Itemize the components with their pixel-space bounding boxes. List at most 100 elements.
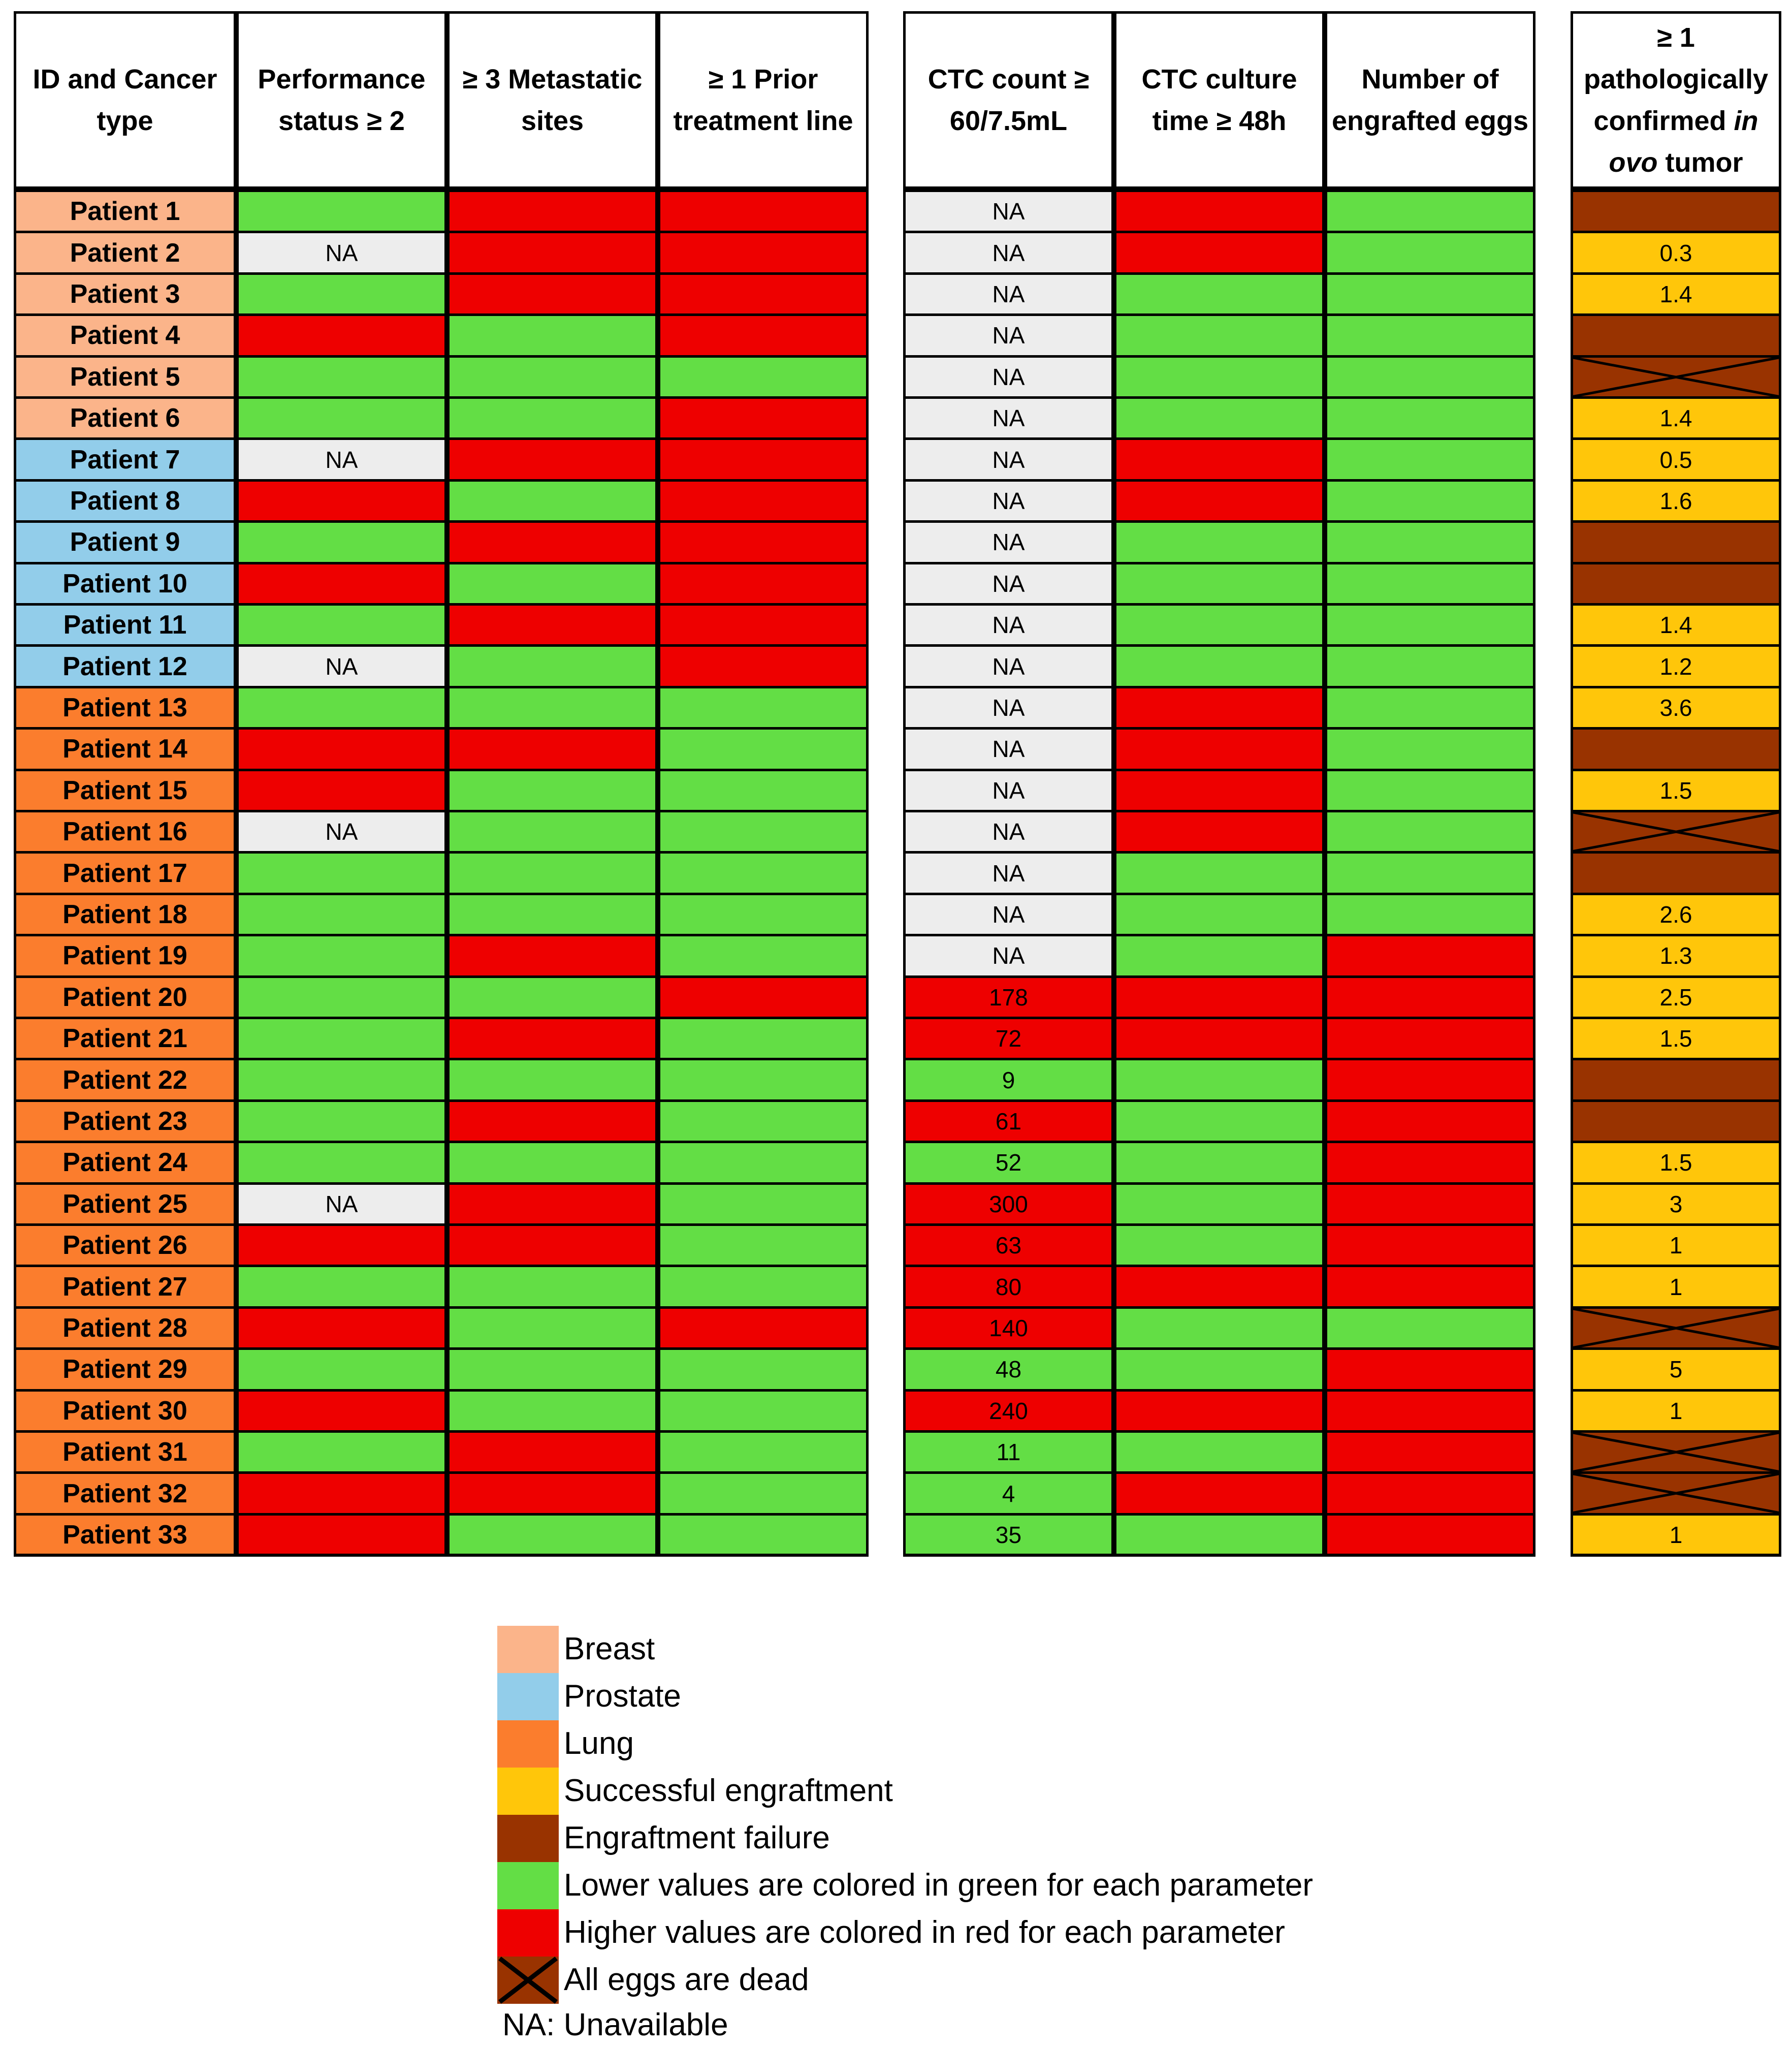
cell-eggs <box>1325 934 1535 978</box>
cell-prior <box>658 685 869 730</box>
cell-ctc: NA <box>903 768 1114 812</box>
cell-meta <box>447 520 658 564</box>
cell-tumor <box>1571 810 1781 854</box>
cell-eggs <box>1325 561 1535 606</box>
column-header-prior: ≥ 1 Prior treatment line <box>658 11 869 190</box>
cell-culture <box>1114 768 1325 812</box>
cell-culture <box>1114 1017 1325 1061</box>
patient-id-cell: Patient 20 <box>14 975 236 1019</box>
cell-meta <box>447 1017 658 1061</box>
cell-ps <box>236 396 447 440</box>
footnote-na: NA: Unavailable <box>502 2007 728 2042</box>
cell-ctc: NA <box>903 355 1114 399</box>
legend-swatch-red <box>497 1909 559 1957</box>
table-bottom-border-0 <box>14 1554 869 1557</box>
cell-tumor: 1.2 <box>1571 644 1781 688</box>
cell-ctc: 178 <box>903 975 1114 1019</box>
cell-eggs <box>1325 313 1535 358</box>
cell-meta <box>447 231 658 275</box>
cell-meta <box>447 1099 658 1144</box>
cell-tumor: 0.5 <box>1571 437 1781 482</box>
cell-meta <box>447 355 658 399</box>
patient-id-cell: Patient 22 <box>14 1058 236 1102</box>
cell-eggs <box>1325 1347 1535 1392</box>
cell-prior <box>658 603 869 647</box>
legend-label: All eggs are dead <box>564 1962 809 1997</box>
all-eggs-dead-mark <box>1573 1433 1779 1471</box>
cell-tumor <box>1571 313 1781 358</box>
cell-ps: NA <box>236 437 447 482</box>
cell-ps: NA <box>236 231 447 275</box>
cell-tumor: 1.5 <box>1571 1141 1781 1185</box>
table-bottom-border-2 <box>1571 1554 1781 1557</box>
all-eggs-dead-mark <box>1573 1474 1779 1513</box>
cell-ps <box>236 1265 447 1309</box>
patient-id-cell: Patient 15 <box>14 768 236 812</box>
cell-tumor: 0.3 <box>1571 231 1781 275</box>
legend-swatch-green <box>497 1862 559 1909</box>
legend-label: Breast <box>564 1631 655 1666</box>
cell-tumor <box>1571 561 1781 606</box>
cell-eggs <box>1325 768 1535 812</box>
cell-ctc: NA <box>903 396 1114 440</box>
patient-id-cell: Patient 12 <box>14 644 236 688</box>
cell-eggs <box>1325 644 1535 688</box>
cell-meta <box>447 1389 658 1433</box>
patient-id-cell: Patient 5 <box>14 355 236 399</box>
legend-swatch-dead <box>497 1957 559 2004</box>
patient-id-cell: Patient 27 <box>14 1265 236 1309</box>
patient-id-cell: Patient 26 <box>14 1223 236 1268</box>
cell-culture <box>1114 1389 1325 1433</box>
patient-id-cell: Patient 31 <box>14 1430 236 1474</box>
cell-culture <box>1114 685 1325 730</box>
patient-id-cell: Patient 7 <box>14 437 236 482</box>
cell-meta <box>447 892 658 937</box>
cell-prior <box>658 768 869 812</box>
cell-prior <box>658 520 869 564</box>
cell-tumor: 1 <box>1571 1513 1781 1557</box>
legend-swatch-success <box>497 1768 559 1815</box>
cell-tumor <box>1571 1306 1781 1350</box>
cell-prior <box>658 313 869 358</box>
cell-ctc: 63 <box>903 1223 1114 1268</box>
cell-tumor: 3 <box>1571 1182 1781 1226</box>
legend-swatch-Breast <box>497 1626 559 1673</box>
column-header-eggs: Number of engrafted eggs <box>1325 11 1535 190</box>
cell-prior <box>658 190 869 234</box>
cell-prior <box>658 1265 869 1309</box>
patient-id-cell: Patient 23 <box>14 1099 236 1144</box>
cell-meta <box>447 272 658 317</box>
cell-eggs <box>1325 1265 1535 1309</box>
cell-tumor: 3.6 <box>1571 685 1781 730</box>
cell-culture <box>1114 479 1325 523</box>
cell-tumor <box>1571 355 1781 399</box>
cell-ps <box>236 520 447 564</box>
cell-ctc: NA <box>903 479 1114 523</box>
cell-ps <box>236 1099 447 1144</box>
cell-culture <box>1114 313 1325 358</box>
cell-meta <box>447 1430 658 1474</box>
cell-eggs <box>1325 851 1535 895</box>
cell-culture <box>1114 520 1325 564</box>
cell-culture <box>1114 437 1325 482</box>
cell-culture <box>1114 934 1325 978</box>
cell-culture <box>1114 892 1325 937</box>
cell-culture <box>1114 561 1325 606</box>
cell-culture <box>1114 1347 1325 1392</box>
cell-culture <box>1114 1141 1325 1185</box>
cell-ps <box>236 603 447 647</box>
cell-prior <box>658 561 869 606</box>
cell-ps <box>236 1471 447 1516</box>
cell-ctc: 35 <box>903 1513 1114 1557</box>
cell-eggs <box>1325 1430 1535 1474</box>
cell-meta <box>447 396 658 440</box>
cell-tumor: 1.5 <box>1571 1017 1781 1061</box>
legend-swatch-failure <box>497 1815 559 1862</box>
cell-eggs <box>1325 1182 1535 1226</box>
cell-ps <box>236 479 447 523</box>
cell-meta <box>447 810 658 854</box>
patient-id-cell: Patient 4 <box>14 313 236 358</box>
legend-label: Lower values are colored in green for ea… <box>564 1868 1314 1903</box>
cell-meta <box>447 975 658 1019</box>
cell-ps <box>236 1513 447 1557</box>
